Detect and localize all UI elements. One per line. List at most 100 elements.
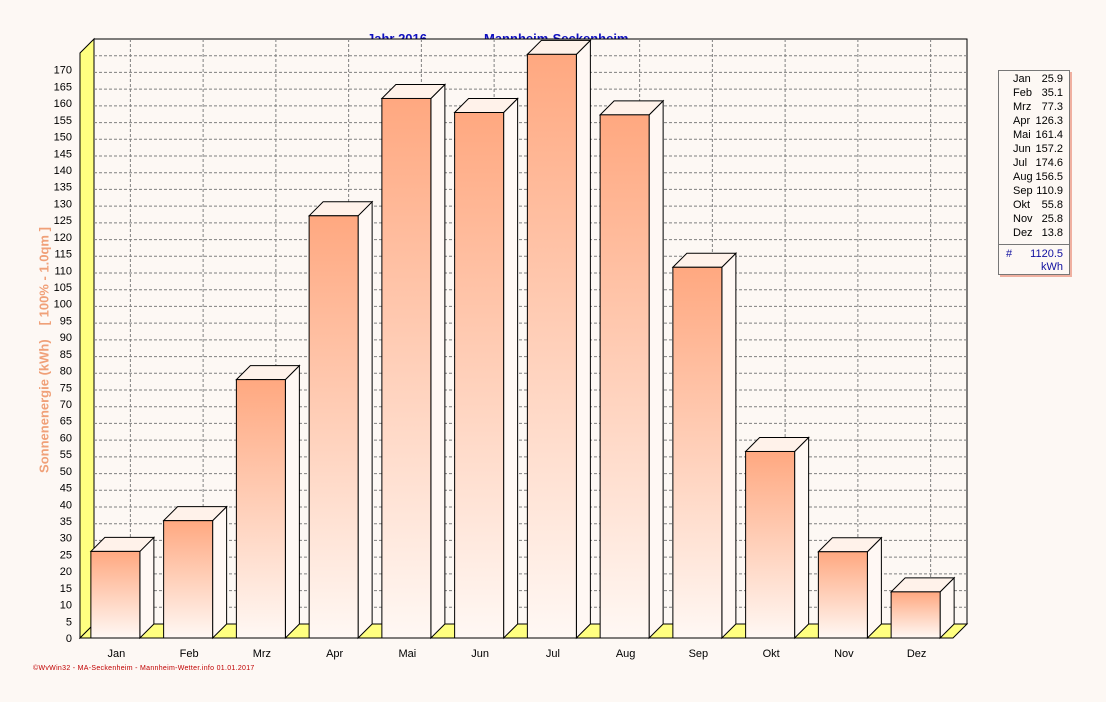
y-tick-label: 140 [54, 165, 72, 177]
legend-month: Jul [1013, 157, 1028, 169]
bar-front [526, 53, 577, 639]
legend-value: 157.2 [1035, 143, 1063, 155]
legend-row: Sep 110.9 [999, 185, 1069, 199]
legend-divider [999, 244, 1069, 245]
footer-credit: ©WvWin32 - MA-Seckenheim - Mannheim-Wett… [33, 665, 255, 672]
bar-side [212, 505, 228, 640]
bar-side [139, 536, 155, 640]
y-tick-label: 50 [60, 466, 72, 478]
legend-value: 13.8 [1041, 227, 1063, 239]
y-tick-label: 10 [60, 600, 72, 612]
y-tick-label: 85 [60, 349, 72, 361]
legend-row: Jun 157.2 [999, 143, 1069, 157]
y-tick-label: 95 [60, 315, 72, 327]
legend-value: 156.5 [1035, 171, 1063, 183]
value-legend: Jan 25.9 Feb 35.1 Mrz 77.3 Apr 126.3 Mai 161.4 Jun… [998, 70, 1070, 275]
y-tick-label: 165 [54, 81, 72, 93]
legend-value: 25.8 [1041, 213, 1063, 225]
x-tick-label: Aug [616, 648, 636, 660]
bar-side [357, 200, 373, 640]
bar-mai [380, 83, 447, 640]
bar-nov [817, 536, 883, 640]
y-tick-label: 90 [60, 332, 72, 344]
y-tick-label: 45 [60, 483, 72, 495]
y-tick-label: 135 [54, 182, 72, 194]
legend-row: Okt 55.8 [999, 199, 1069, 213]
x-tick-label: Dez [907, 648, 927, 660]
legend-row: Apr 126.3 [999, 115, 1069, 129]
legend-month: Mrz [1013, 101, 1032, 113]
legend-value: 110.9 [1036, 185, 1063, 197]
legend-row: Nov 25.8 [999, 213, 1069, 227]
x-tick-label: Mai [399, 648, 417, 660]
legend-value: 77.3 [1041, 101, 1063, 113]
y-tick-label: 170 [54, 65, 72, 77]
bar-okt [744, 436, 810, 640]
bar-side [866, 536, 882, 640]
legend-month: Jan [1013, 73, 1031, 85]
bar-front [599, 114, 650, 639]
bar-aug [598, 99, 665, 640]
left-wall [79, 37, 95, 640]
y-tick-label: 40 [60, 499, 72, 511]
bar-side [648, 99, 664, 640]
legend-value: 35.1 [1041, 87, 1063, 99]
y-axis-label-sub: [ 100% - 1.0qm ] [36, 227, 52, 326]
y-tick-label: 120 [54, 232, 72, 244]
y-tick-label: 105 [54, 282, 72, 294]
x-tick-label: Mrz [253, 648, 271, 660]
y-tick-label: 15 [60, 583, 72, 595]
y-tick-label: 55 [60, 449, 72, 461]
legend-row: Dez 13.8 [999, 227, 1069, 241]
bar-dez [889, 576, 956, 640]
legend-total-value: 1120.5 [1030, 248, 1063, 260]
y-tick-label: 155 [54, 115, 72, 127]
x-tick-label: Nov [834, 648, 854, 660]
x-tick-label: Feb [180, 648, 199, 660]
bar-front [672, 266, 723, 639]
legend-row: Jul 174.6 [999, 157, 1069, 171]
legend-value: 161.4 [1035, 129, 1063, 141]
bar-front [890, 591, 941, 639]
bar-jul [526, 39, 592, 640]
bar-front [817, 551, 868, 639]
y-tick-label: 110 [54, 265, 72, 277]
y-tick-label: 25 [60, 549, 72, 561]
bar-side [721, 252, 737, 640]
legend-value: 126.3 [1035, 115, 1063, 127]
y-axis-label: Sonnenenergie (kWh) [ 100% - 1.0qm ] [37, 227, 52, 473]
y-axis-label-main: Sonnenenergie (kWh) [36, 339, 52, 473]
y-tick-label: 115 [54, 249, 72, 261]
legend-row: Mrz 77.3 [999, 101, 1069, 115]
bar-sep [671, 252, 738, 640]
bar-front [454, 112, 505, 639]
bar-side [794, 436, 810, 640]
legend-month: Mai [1013, 129, 1031, 141]
bar-side [430, 83, 446, 640]
legend-month: Jun [1013, 143, 1031, 155]
bar-front [90, 550, 141, 639]
legend-row: Mai 161.4 [999, 129, 1069, 143]
y-tick-label: 100 [54, 299, 72, 311]
y-tick-label: 70 [60, 399, 72, 411]
legend-month: Dez [1013, 227, 1033, 239]
y-tick-label: 35 [60, 516, 72, 528]
legend-value: 25.9 [1041, 73, 1063, 85]
bar-jun [453, 97, 519, 640]
legend-month: Sep [1013, 185, 1033, 197]
y-tick-label: 30 [60, 533, 72, 545]
y-tick-label: 5 [66, 616, 72, 628]
legend-total-unit: kWh [1041, 261, 1063, 273]
legend-total-symbol: # [1006, 248, 1013, 260]
legend-month: Feb [1013, 87, 1032, 99]
y-tick-label: 150 [54, 132, 72, 144]
x-tick-label: Okt [763, 648, 780, 660]
y-tick-label: 0 [66, 633, 72, 645]
legend-row: Jan 25.9 [999, 73, 1069, 87]
bar-front [381, 97, 432, 639]
bar-side [503, 97, 519, 640]
x-tick-label: Jun [471, 648, 489, 660]
bar-feb [162, 505, 228, 640]
legend-row: Feb 35.1 [999, 87, 1069, 101]
